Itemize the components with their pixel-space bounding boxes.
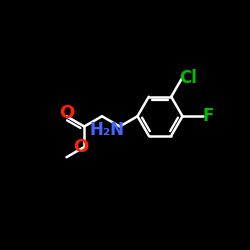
Text: H₂N: H₂N — [90, 121, 124, 139]
Text: Cl: Cl — [180, 69, 198, 87]
Text: F: F — [203, 107, 214, 125]
Text: O: O — [73, 138, 88, 156]
Text: O: O — [59, 104, 74, 122]
